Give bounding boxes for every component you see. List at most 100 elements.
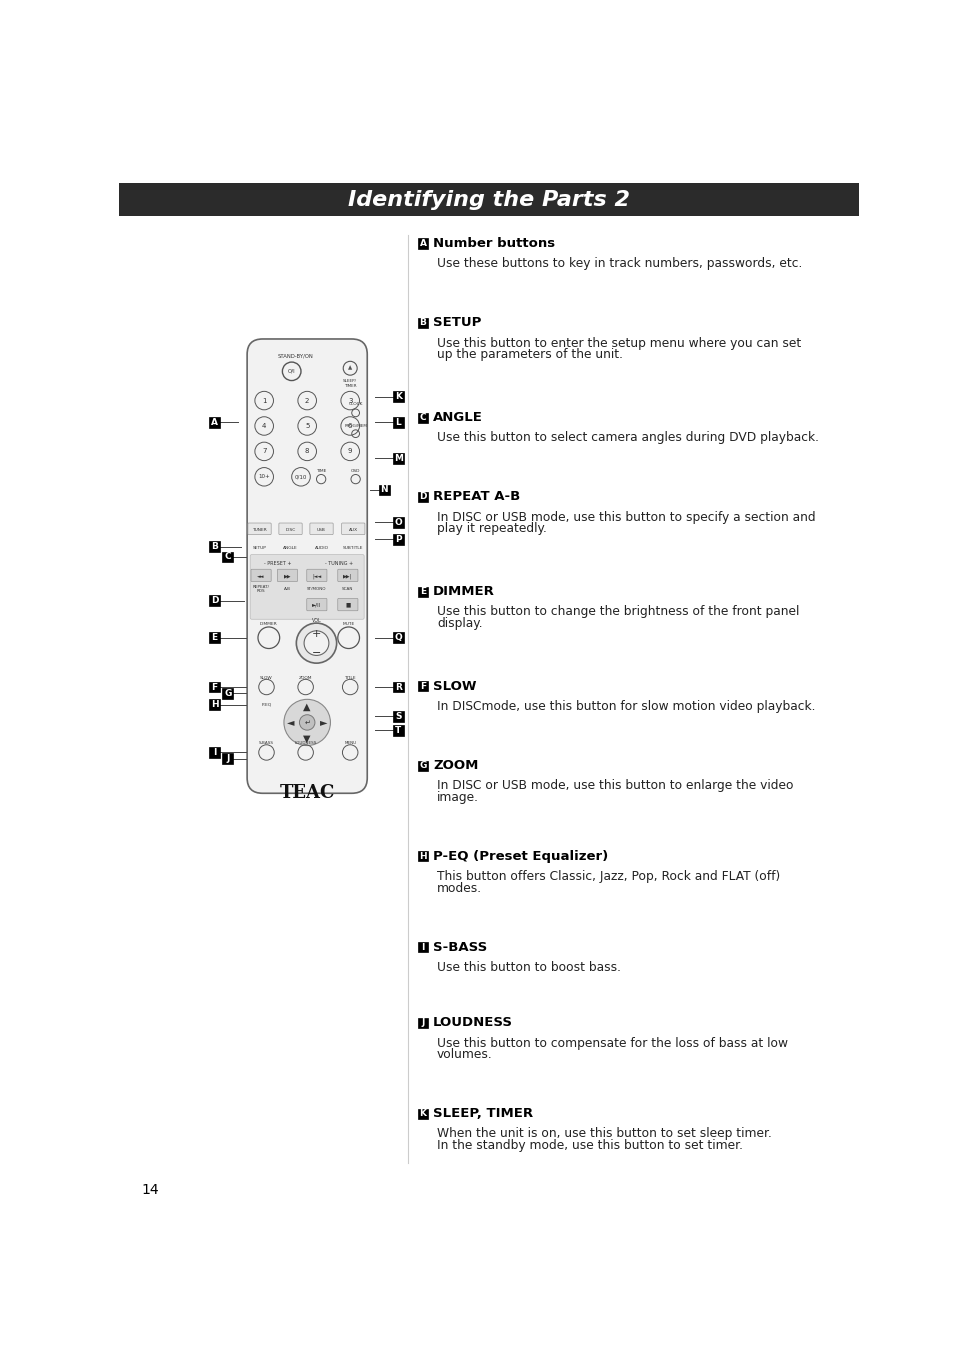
Text: This button offers Classic, Jazz, Pop, Rock and FLAT (off): This button offers Classic, Jazz, Pop, R… bbox=[436, 870, 780, 884]
FancyBboxPatch shape bbox=[307, 599, 327, 611]
FancyBboxPatch shape bbox=[277, 569, 297, 581]
Text: LOUDNESS: LOUDNESS bbox=[294, 741, 316, 745]
Text: C: C bbox=[419, 413, 426, 422]
Text: SLEEP, TIMER: SLEEP, TIMER bbox=[433, 1108, 533, 1120]
Text: ZOOM: ZOOM bbox=[298, 676, 312, 680]
Text: AUDIO: AUDIO bbox=[314, 546, 328, 550]
Text: ◄: ◄ bbox=[287, 718, 294, 727]
FancyBboxPatch shape bbox=[417, 492, 428, 502]
Text: 14: 14 bbox=[141, 1183, 158, 1197]
Text: K: K bbox=[395, 393, 401, 401]
Text: K: K bbox=[419, 1109, 426, 1118]
Text: SETUP: SETUP bbox=[253, 546, 266, 550]
Text: 0/10: 0/10 bbox=[294, 475, 307, 479]
Text: B: B bbox=[419, 318, 426, 328]
Text: Use this button to select camera angles during DVD playback.: Use this button to select camera angles … bbox=[436, 432, 818, 444]
FancyBboxPatch shape bbox=[417, 1109, 428, 1118]
FancyBboxPatch shape bbox=[209, 699, 220, 710]
Text: N: N bbox=[380, 486, 388, 494]
Circle shape bbox=[299, 715, 314, 730]
Text: 3: 3 bbox=[348, 398, 352, 403]
Text: MUTE: MUTE bbox=[342, 622, 355, 626]
Text: In DISCmode, use this button for slow motion video playback.: In DISCmode, use this button for slow mo… bbox=[436, 700, 815, 714]
Text: ▲: ▲ bbox=[348, 366, 352, 371]
Text: volumes.: volumes. bbox=[436, 1048, 493, 1062]
Text: ↵: ↵ bbox=[304, 719, 310, 726]
Text: SLOW: SLOW bbox=[260, 676, 273, 680]
Text: MENU: MENU bbox=[344, 741, 355, 745]
FancyBboxPatch shape bbox=[417, 587, 428, 596]
Text: Identifying the Parts 2: Identifying the Parts 2 bbox=[348, 190, 629, 210]
Text: E: E bbox=[212, 633, 217, 642]
Text: ►: ► bbox=[319, 718, 327, 727]
Text: P: P bbox=[395, 534, 401, 544]
FancyBboxPatch shape bbox=[417, 239, 428, 248]
Text: D: D bbox=[211, 596, 218, 606]
Text: |◄◄: |◄◄ bbox=[312, 573, 321, 579]
Text: In DISC or USB mode, use this button to specify a section and: In DISC or USB mode, use this button to … bbox=[436, 511, 815, 523]
FancyBboxPatch shape bbox=[341, 523, 365, 534]
Text: G: G bbox=[224, 689, 232, 697]
Text: M: M bbox=[394, 453, 402, 463]
Text: TIME: TIME bbox=[315, 468, 326, 472]
Text: H: H bbox=[418, 853, 426, 861]
Text: S-BASS: S-BASS bbox=[258, 741, 274, 745]
Text: ANGLE: ANGLE bbox=[433, 411, 482, 424]
Text: TITLE: TITLE bbox=[344, 676, 355, 680]
Circle shape bbox=[284, 699, 330, 746]
Text: Use this button to change the brightness of the front panel: Use this button to change the brightness… bbox=[436, 606, 799, 618]
Text: T: T bbox=[395, 726, 401, 735]
FancyBboxPatch shape bbox=[310, 523, 333, 534]
FancyBboxPatch shape bbox=[417, 681, 428, 691]
FancyBboxPatch shape bbox=[393, 534, 403, 545]
Text: display.: display. bbox=[436, 616, 482, 630]
Text: In DISC or USB mode, use this button to enlarge the video: In DISC or USB mode, use this button to … bbox=[436, 780, 793, 792]
Text: 6: 6 bbox=[348, 424, 352, 429]
FancyBboxPatch shape bbox=[119, 183, 858, 216]
Text: When the unit is on, use this button to set sleep timer.: When the unit is on, use this button to … bbox=[436, 1128, 771, 1140]
FancyBboxPatch shape bbox=[393, 417, 403, 428]
FancyBboxPatch shape bbox=[251, 569, 271, 581]
Text: 4: 4 bbox=[262, 424, 266, 429]
Text: USB: USB bbox=[316, 527, 326, 532]
Text: Use this button to compensate for the loss of bass at low: Use this button to compensate for the lo… bbox=[436, 1036, 787, 1050]
Text: F: F bbox=[212, 683, 217, 692]
Text: - PRESET +: - PRESET + bbox=[264, 561, 292, 567]
FancyBboxPatch shape bbox=[209, 747, 220, 758]
Text: O/I: O/I bbox=[288, 368, 295, 374]
Text: Use this button to enter the setup menu where you can set: Use this button to enter the setup menu … bbox=[436, 337, 801, 349]
Text: VOL: VOL bbox=[312, 618, 321, 623]
Text: Use these buttons to key in track numbers, passwords, etc.: Use these buttons to key in track number… bbox=[436, 258, 801, 270]
Text: G: G bbox=[419, 761, 426, 770]
Text: TUNER: TUNER bbox=[252, 527, 267, 532]
Text: Q: Q bbox=[394, 633, 402, 642]
FancyBboxPatch shape bbox=[417, 318, 428, 328]
FancyBboxPatch shape bbox=[393, 517, 403, 527]
Text: S-BASS: S-BASS bbox=[433, 940, 487, 954]
Text: 1: 1 bbox=[262, 398, 266, 403]
Text: E: E bbox=[419, 587, 426, 596]
FancyBboxPatch shape bbox=[307, 569, 327, 581]
Text: F: F bbox=[419, 681, 426, 691]
FancyBboxPatch shape bbox=[393, 391, 403, 402]
Text: 8: 8 bbox=[305, 448, 309, 455]
FancyBboxPatch shape bbox=[337, 599, 357, 611]
Text: I: I bbox=[421, 943, 424, 952]
Text: 9: 9 bbox=[348, 448, 352, 455]
FancyBboxPatch shape bbox=[209, 541, 220, 552]
Text: ▲: ▲ bbox=[303, 701, 311, 712]
Text: DISC: DISC bbox=[285, 527, 295, 532]
Text: DIMMER: DIMMER bbox=[433, 585, 495, 598]
Text: J: J bbox=[226, 754, 230, 764]
Text: REPEAT A-B: REPEAT A-B bbox=[433, 490, 519, 503]
Text: ►/II: ►/II bbox=[312, 603, 321, 608]
Text: A-B: A-B bbox=[284, 587, 291, 591]
FancyBboxPatch shape bbox=[209, 681, 220, 692]
Text: ZOOM: ZOOM bbox=[433, 759, 478, 772]
Text: ◄◄: ◄◄ bbox=[257, 573, 265, 579]
Text: A: A bbox=[419, 239, 426, 248]
Text: I: I bbox=[213, 747, 216, 757]
Text: B: B bbox=[211, 542, 218, 552]
Text: STAND-BY/ON: STAND-BY/ON bbox=[277, 353, 314, 359]
FancyBboxPatch shape bbox=[337, 569, 357, 581]
